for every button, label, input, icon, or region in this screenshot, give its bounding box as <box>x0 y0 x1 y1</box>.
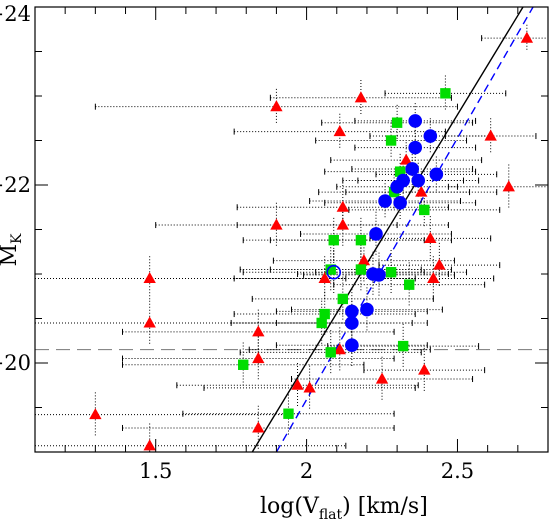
data-point-triangle <box>143 271 156 283</box>
data-point-triangle <box>333 125 346 137</box>
error-bars-layer <box>35 24 548 452</box>
data-point-square <box>337 293 348 305</box>
data-point-circle <box>408 114 423 128</box>
data-point-triangle <box>424 231 437 243</box>
data-point-circle <box>345 338 359 353</box>
fit-line-dashed <box>275 6 534 453</box>
x-axis-title: log(Vflat) [km/s] <box>260 494 428 523</box>
data-point-triangle <box>143 316 156 328</box>
data-point-square <box>328 234 339 246</box>
data-point-circle <box>369 227 383 241</box>
data-point-square <box>394 166 406 177</box>
data-point-triangle <box>143 439 156 451</box>
data-point-triangle <box>252 352 265 364</box>
data-point-triangle <box>89 408 102 420</box>
data-point-triangle <box>270 218 283 230</box>
data-point-square <box>391 117 403 128</box>
data-point-square <box>319 308 330 320</box>
x-tick-label: 2 <box>300 459 313 483</box>
data-point-triangle <box>502 180 515 192</box>
data-point-triangle <box>433 258 446 270</box>
y-tick-label: −24 <box>0 2 31 26</box>
axis-ticks-layer <box>34 6 549 452</box>
data-point-triangle <box>357 254 371 266</box>
data-point-square <box>385 135 397 146</box>
data-point-circle <box>411 173 426 188</box>
data-point-square <box>283 408 294 419</box>
data-point-circle-open <box>326 264 342 280</box>
data-point-triangle <box>520 31 534 43</box>
data-point-circle <box>390 179 404 194</box>
y-axis-title: MK <box>0 233 25 267</box>
data-point-triangle <box>252 325 265 337</box>
data-point-square <box>397 340 409 352</box>
y-tick-label: −22 <box>0 173 31 197</box>
data-point-triangle <box>303 381 316 393</box>
data-point-triangle <box>270 100 283 112</box>
data-point-square <box>316 317 327 329</box>
y-axis-title-subscript: K <box>9 233 25 244</box>
data-point-circle <box>345 304 359 319</box>
data-point-circle <box>423 129 438 143</box>
data-point-triangle <box>252 421 265 433</box>
data-point-triangle <box>354 91 368 103</box>
data-point-square <box>419 204 430 216</box>
data-point-circle <box>393 196 407 210</box>
data-point-triangle <box>399 153 413 165</box>
x-tick-label: 1.5 <box>139 459 172 483</box>
data-point-circle <box>429 167 444 182</box>
data-point-circle <box>345 316 359 330</box>
data-point-square <box>355 234 367 246</box>
x-axis-title-main: log(V <box>260 494 320 519</box>
data-point-triangle <box>484 129 497 141</box>
x-tick-label: 2.5 <box>441 459 474 483</box>
data-point-circle <box>372 268 386 282</box>
data-point-triangle <box>415 185 428 197</box>
data-points-layer <box>89 31 534 451</box>
data-point-triangle <box>375 372 389 384</box>
data-point-triangle <box>336 218 349 230</box>
data-point-square <box>238 359 249 370</box>
x-axis-title-subscript: flat <box>319 507 343 523</box>
data-point-square <box>403 279 415 290</box>
data-point-triangle <box>336 200 349 212</box>
data-point-square <box>325 347 336 358</box>
fit-lines-layer <box>251 6 534 453</box>
data-point-square <box>325 264 336 275</box>
data-point-triangle <box>418 363 431 375</box>
data-point-circle <box>408 140 423 155</box>
x-axis-title-tail: ) [km/s] <box>342 494 428 519</box>
data-point-triangle <box>427 271 440 283</box>
data-point-square <box>440 88 451 99</box>
data-point-triangle <box>291 378 304 390</box>
y-axis-title-main: M <box>0 244 22 267</box>
y-tick-label: −20 <box>0 351 31 375</box>
data-point-square <box>385 267 397 278</box>
data-point-circle <box>378 194 392 208</box>
tick-labels-layer: 1.5 2 2.5 −20 −22 −24 <box>0 2 474 483</box>
data-point-square <box>355 264 367 275</box>
fit-line-solid <box>251 6 524 453</box>
data-point-circle <box>405 162 420 176</box>
data-point-triangle <box>318 271 331 283</box>
data-point-circle <box>360 302 374 317</box>
data-point-triangle <box>333 343 346 355</box>
